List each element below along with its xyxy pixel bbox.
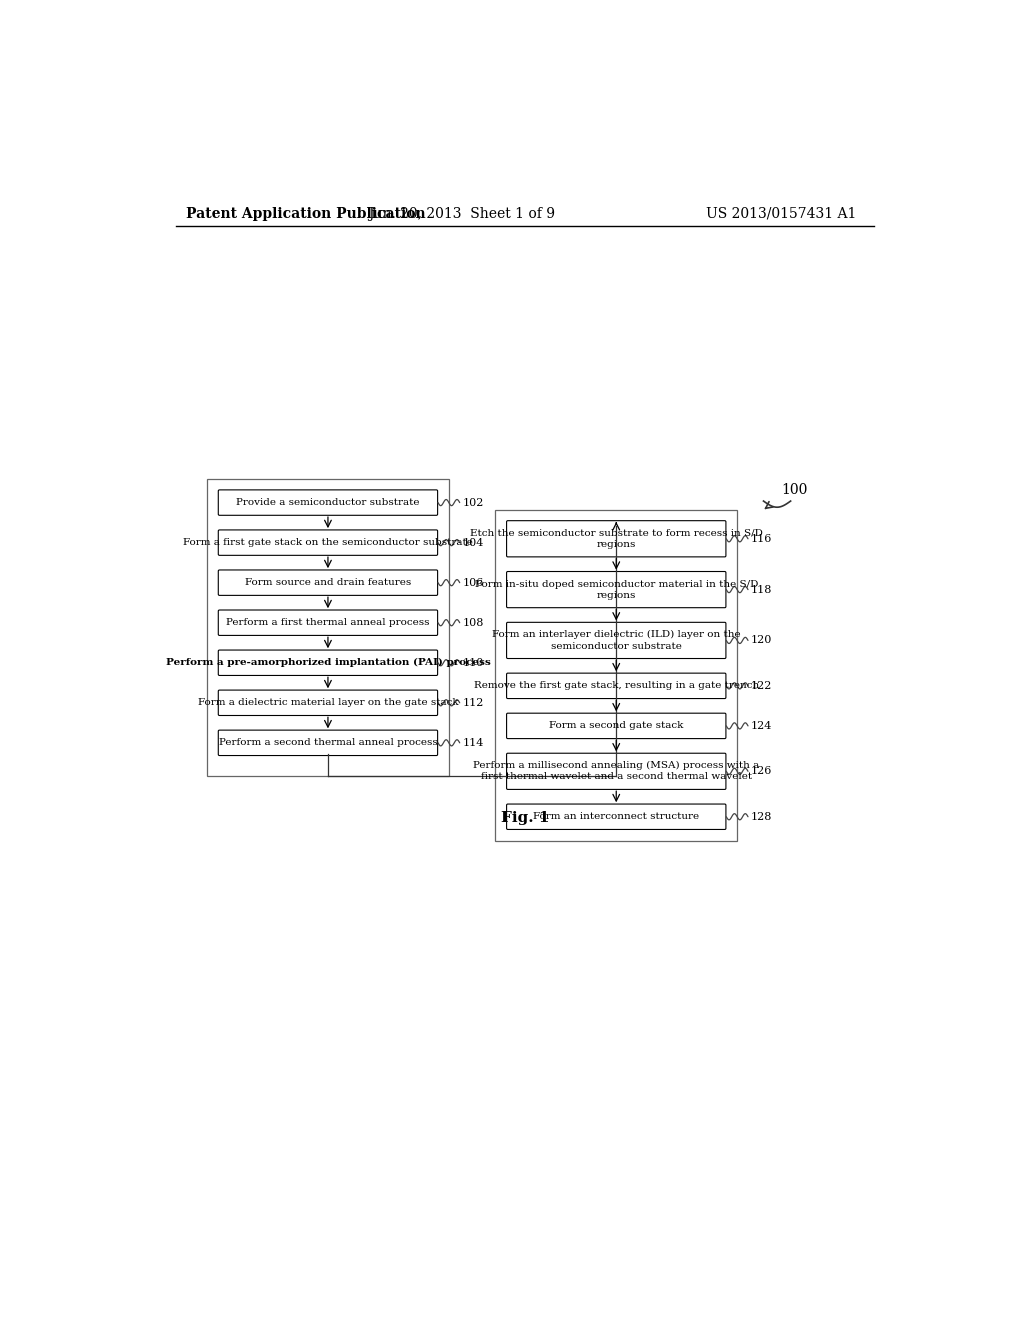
Text: 116: 116 bbox=[751, 533, 772, 544]
Text: Perform a second thermal anneal process: Perform a second thermal anneal process bbox=[218, 738, 437, 747]
Bar bbox=[207, 479, 449, 776]
Text: 100: 100 bbox=[781, 483, 808, 496]
FancyBboxPatch shape bbox=[507, 713, 726, 739]
Text: Form a second gate stack: Form a second gate stack bbox=[549, 722, 683, 730]
Text: 104: 104 bbox=[463, 537, 484, 548]
FancyBboxPatch shape bbox=[507, 804, 726, 829]
Text: 110: 110 bbox=[463, 657, 484, 668]
Text: Provide a semiconductor substrate: Provide a semiconductor substrate bbox=[237, 498, 420, 507]
FancyBboxPatch shape bbox=[507, 754, 726, 789]
Text: Form in-situ doped semiconductor material in the S/D
regions: Form in-situ doped semiconductor materia… bbox=[474, 579, 758, 599]
FancyBboxPatch shape bbox=[507, 673, 726, 698]
Text: Etch the semiconductor substrate to form recess in S/D
regions: Etch the semiconductor substrate to form… bbox=[470, 529, 763, 549]
Text: Form a dielectric material layer on the gate stack: Form a dielectric material layer on the … bbox=[198, 698, 459, 708]
Text: Form an interlayer dielectric (ILD) layer on the
semiconductor substrate: Form an interlayer dielectric (ILD) laye… bbox=[492, 631, 740, 651]
Text: Perform a pre-amorphorized implantation (PAI) process: Perform a pre-amorphorized implantation … bbox=[166, 659, 490, 668]
FancyBboxPatch shape bbox=[218, 730, 437, 755]
FancyBboxPatch shape bbox=[218, 649, 437, 676]
Text: 106: 106 bbox=[463, 578, 484, 587]
Text: Form source and drain features: Form source and drain features bbox=[245, 578, 411, 587]
Text: 118: 118 bbox=[751, 585, 772, 594]
FancyBboxPatch shape bbox=[218, 529, 437, 556]
Text: 102: 102 bbox=[463, 498, 484, 508]
FancyBboxPatch shape bbox=[507, 520, 726, 557]
Text: Remove the first gate stack, resulting in a gate trench: Remove the first gate stack, resulting i… bbox=[474, 681, 759, 690]
Text: 128: 128 bbox=[751, 812, 772, 822]
Bar bbox=[496, 510, 737, 841]
Text: 124: 124 bbox=[751, 721, 772, 731]
Text: Form an interconnect structure: Form an interconnect structure bbox=[534, 812, 699, 821]
FancyBboxPatch shape bbox=[507, 572, 726, 607]
Text: Fig. 1: Fig. 1 bbox=[501, 812, 549, 825]
Text: 114: 114 bbox=[463, 738, 484, 748]
Text: Patent Application Publication: Patent Application Publication bbox=[186, 207, 426, 220]
FancyBboxPatch shape bbox=[218, 610, 437, 635]
Text: 120: 120 bbox=[751, 635, 772, 645]
Text: Jun. 20, 2013  Sheet 1 of 9: Jun. 20, 2013 Sheet 1 of 9 bbox=[368, 207, 555, 220]
Text: Perform a millisecond annealing (MSA) process with a
first thermal wavelet and a: Perform a millisecond annealing (MSA) pr… bbox=[473, 762, 760, 781]
Text: US 2013/0157431 A1: US 2013/0157431 A1 bbox=[707, 207, 856, 220]
Text: 112: 112 bbox=[463, 698, 484, 708]
Text: 108: 108 bbox=[463, 618, 484, 628]
FancyBboxPatch shape bbox=[507, 622, 726, 659]
FancyBboxPatch shape bbox=[218, 490, 437, 515]
FancyBboxPatch shape bbox=[218, 690, 437, 715]
Text: 122: 122 bbox=[751, 681, 772, 690]
Text: 126: 126 bbox=[751, 767, 772, 776]
Text: Perform a first thermal anneal process: Perform a first thermal anneal process bbox=[226, 618, 430, 627]
FancyBboxPatch shape bbox=[218, 570, 437, 595]
Text: Form a first gate stack on the semiconductor substrate: Form a first gate stack on the semicondu… bbox=[183, 539, 473, 546]
